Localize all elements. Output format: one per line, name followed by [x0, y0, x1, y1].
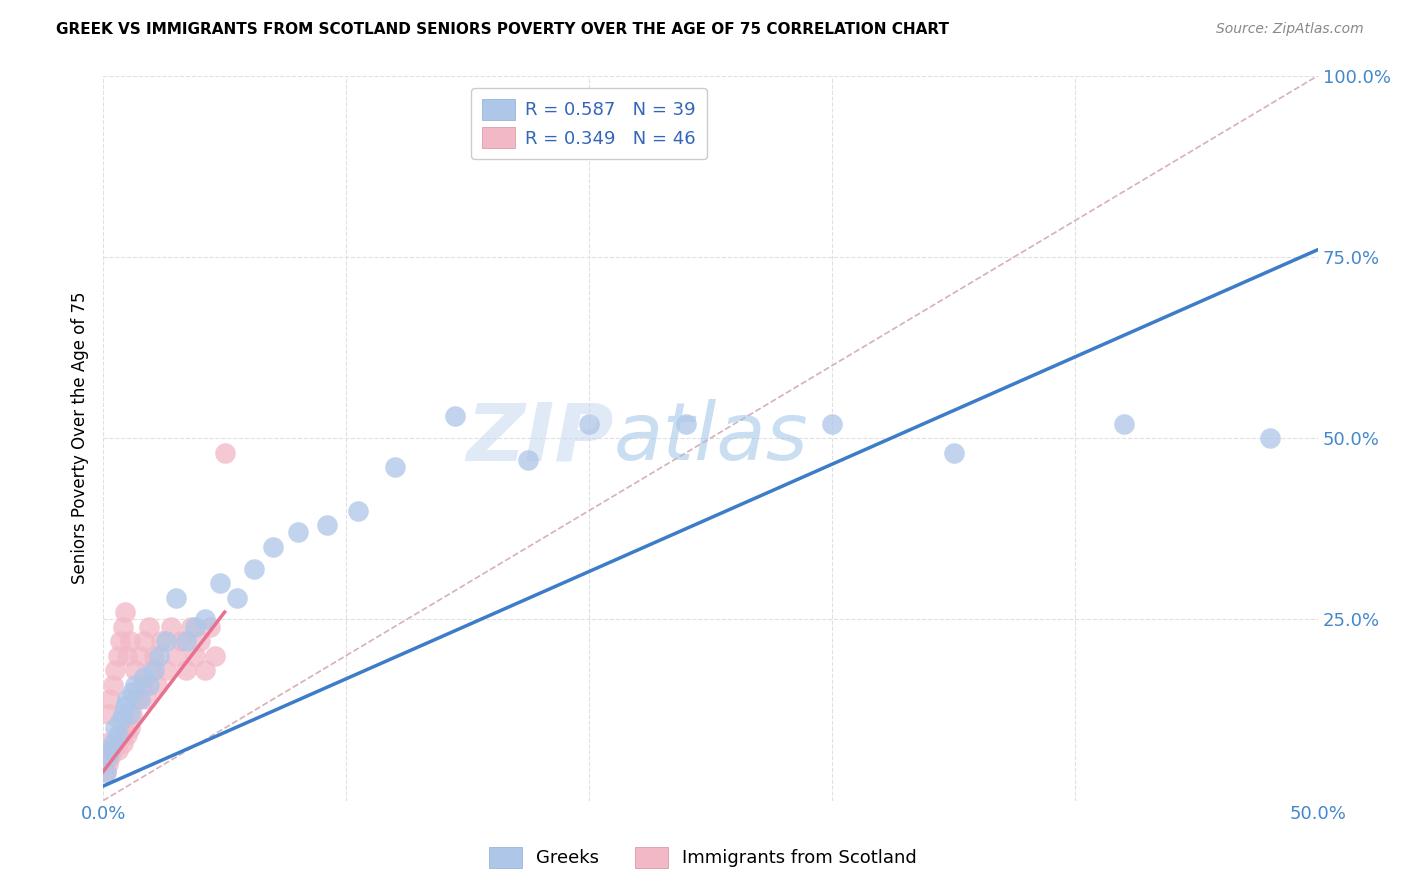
- Point: [170, 634, 193, 648]
- Point: [121, 685, 143, 699]
- Point: [118, 634, 141, 648]
- Point: [117, 728, 139, 742]
- Point: [384, 460, 406, 475]
- Point: [174, 634, 197, 648]
- Point: [165, 591, 187, 605]
- Legend: Greeks, Immigrants from Scotland: Greeks, Immigrants from Scotland: [478, 836, 928, 879]
- Point: [821, 417, 844, 431]
- Point: [148, 648, 170, 663]
- Point: [94, 764, 117, 779]
- Text: atlas: atlas: [613, 399, 808, 477]
- Point: [124, 663, 146, 677]
- Point: [138, 677, 160, 691]
- Point: [107, 648, 129, 663]
- Point: [134, 670, 156, 684]
- Point: [134, 634, 156, 648]
- Point: [287, 525, 309, 540]
- Point: [143, 663, 166, 677]
- Point: [165, 648, 187, 663]
- Point: [128, 648, 150, 663]
- Point: [198, 619, 221, 633]
- Point: [121, 706, 143, 721]
- Point: [101, 743, 124, 757]
- Point: [180, 619, 202, 633]
- Point: [143, 648, 166, 663]
- Point: [675, 417, 697, 431]
- Text: GREEK VS IMMIGRANTS FROM SCOTLAND SENIORS POVERTY OVER THE AGE OF 75 CORRELATION: GREEK VS IMMIGRANTS FROM SCOTLAND SENIOR…: [56, 22, 949, 37]
- Point: [97, 706, 120, 721]
- Point: [138, 619, 160, 633]
- Point: [208, 576, 231, 591]
- Point: [1258, 431, 1281, 445]
- Point: [141, 663, 163, 677]
- Point: [262, 540, 284, 554]
- Point: [104, 736, 127, 750]
- Point: [108, 634, 131, 648]
- Point: [225, 591, 247, 605]
- Point: [94, 764, 117, 779]
- Point: [97, 750, 120, 764]
- Point: [150, 634, 173, 648]
- Point: [101, 736, 124, 750]
- Point: [127, 692, 149, 706]
- Point: [517, 452, 540, 467]
- Legend: R = 0.587   N = 39, R = 0.349   N = 46: R = 0.587 N = 39, R = 0.349 N = 46: [471, 88, 707, 159]
- Y-axis label: Seniors Poverty Over the Age of 75: Seniors Poverty Over the Age of 75: [72, 292, 89, 584]
- Point: [188, 634, 211, 648]
- Point: [444, 409, 467, 424]
- Point: [111, 736, 134, 750]
- Point: [104, 663, 127, 677]
- Point: [184, 648, 207, 663]
- Point: [1112, 417, 1135, 431]
- Point: [100, 743, 122, 757]
- Point: [101, 677, 124, 691]
- Point: [243, 561, 266, 575]
- Point: [942, 445, 965, 459]
- Point: [94, 736, 117, 750]
- Point: [145, 677, 167, 691]
- Point: [128, 692, 150, 706]
- Point: [100, 692, 122, 706]
- Point: [204, 648, 226, 663]
- Point: [174, 663, 197, 677]
- Point: [184, 619, 207, 633]
- Text: ZIP: ZIP: [465, 399, 613, 477]
- Point: [315, 518, 337, 533]
- Point: [194, 663, 217, 677]
- Point: [124, 677, 146, 691]
- Point: [135, 692, 157, 706]
- Point: [111, 706, 134, 721]
- Point: [114, 605, 136, 619]
- Point: [114, 721, 136, 735]
- Point: [118, 721, 141, 735]
- Point: [347, 503, 370, 517]
- Point: [131, 677, 153, 691]
- Point: [194, 612, 217, 626]
- Point: [155, 634, 177, 648]
- Point: [104, 721, 127, 735]
- Point: [97, 757, 120, 772]
- Point: [117, 648, 139, 663]
- Point: [107, 728, 129, 742]
- Point: [114, 699, 136, 714]
- Point: [100, 750, 122, 764]
- Text: Source: ZipAtlas.com: Source: ZipAtlas.com: [1216, 22, 1364, 37]
- Point: [111, 619, 134, 633]
- Point: [117, 692, 139, 706]
- Point: [160, 619, 183, 633]
- Point: [107, 743, 129, 757]
- Point: [578, 417, 600, 431]
- Point: [155, 663, 177, 677]
- Point: [214, 445, 236, 459]
- Point: [118, 706, 141, 721]
- Point: [108, 728, 131, 742]
- Point: [108, 714, 131, 728]
